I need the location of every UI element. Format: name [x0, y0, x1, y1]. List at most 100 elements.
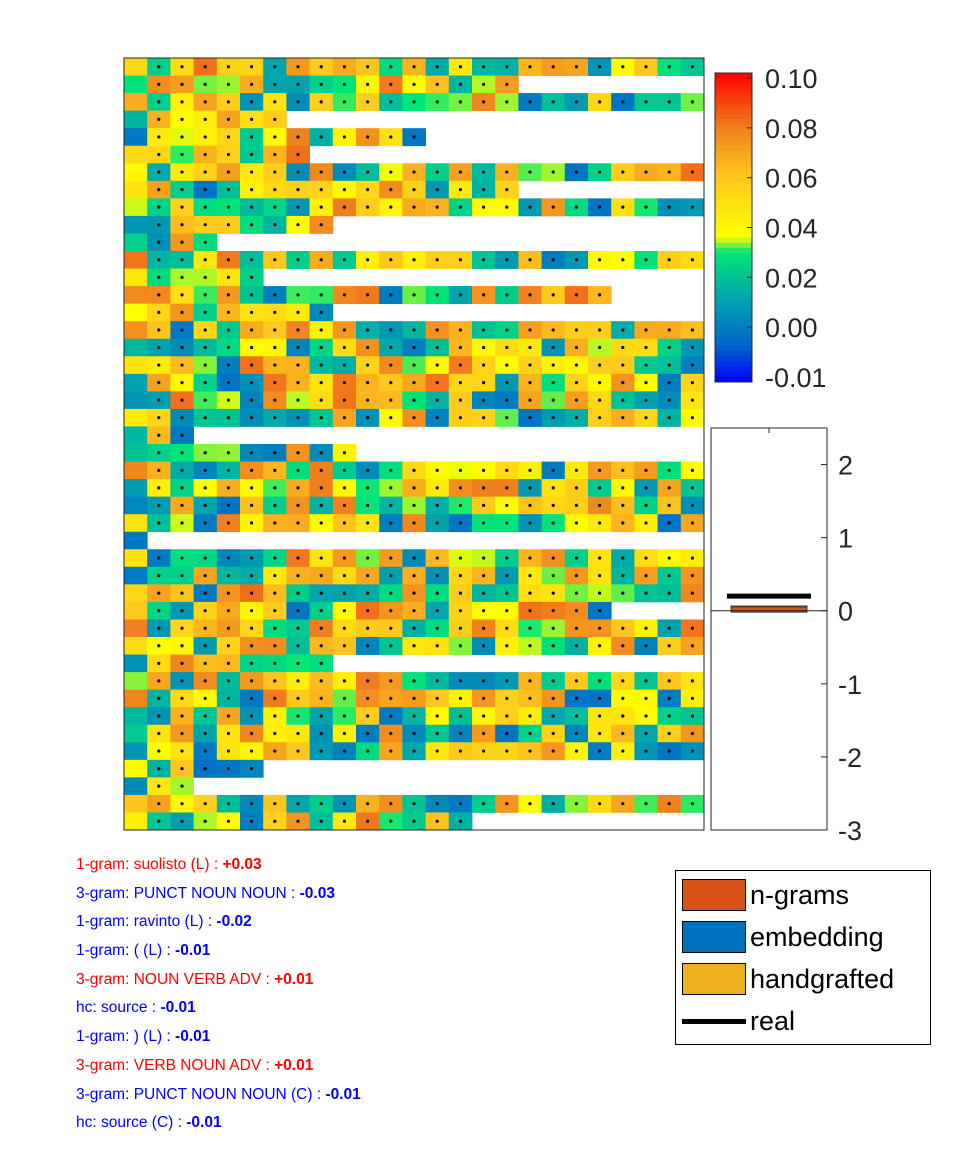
heatmap-cell-marker — [342, 591, 346, 595]
colorbar-segment — [715, 361, 752, 368]
heatmap-cell-marker — [528, 731, 532, 736]
heatmap-cell-marker — [157, 345, 161, 350]
heatmap-cell-marker — [342, 731, 346, 736]
colorbar-segment — [715, 284, 752, 290]
heatmap-cell-marker — [412, 644, 416, 648]
legend: n-grams embedding handgrafted real — [675, 870, 931, 1045]
heatmap-cell-marker — [226, 345, 230, 350]
heatmap-cell-marker — [157, 433, 161, 437]
heatmap-cell-marker — [598, 328, 602, 332]
heatmap-cell-marker — [180, 398, 184, 402]
colorbar-segment — [715, 371, 752, 378]
heatmap-cell-marker — [296, 696, 300, 701]
heatmap-cell-marker — [644, 714, 648, 718]
heatmap-cell — [124, 93, 148, 112]
heatmap-cell-marker — [505, 731, 509, 736]
legend-label: real — [750, 1005, 796, 1036]
legend-entry: handgrafted — [682, 961, 894, 997]
heatmap-cell-marker — [435, 521, 439, 525]
heatmap-cell-marker — [690, 591, 695, 595]
heatmap-cell-marker — [551, 802, 555, 806]
heatmap-cell-marker — [644, 100, 648, 104]
heatmap-cell-marker — [412, 328, 416, 332]
heatmap-cell-marker — [389, 170, 393, 174]
heatmap-cell-marker — [458, 468, 462, 472]
heatmap-cell-marker — [389, 82, 393, 86]
heatmap-cell-marker — [226, 749, 230, 753]
heatmap-cell-marker — [273, 451, 277, 455]
heatmap-cell-marker — [273, 135, 277, 139]
heatmap-cell-marker — [366, 749, 370, 753]
heatmap-cell-marker — [505, 714, 509, 718]
heatmap-cell-marker — [203, 521, 207, 525]
heatmap-cell-marker — [226, 363, 230, 367]
heatmap-cell-marker — [667, 258, 671, 262]
bar-y-tick-label: -3 — [838, 816, 862, 846]
heatmap-cell-marker — [528, 644, 532, 648]
heatmap-cell-marker — [250, 117, 254, 122]
heatmap-cell-marker — [203, 661, 207, 665]
heatmap-cell-marker — [226, 731, 230, 736]
heatmap-cell-marker — [203, 345, 207, 350]
heatmap-cell-marker — [180, 328, 184, 332]
heatmap-cell-marker — [226, 556, 230, 560]
colorbar-segment — [715, 263, 752, 270]
heatmap-cell-marker — [296, 573, 300, 578]
heatmap-cell-marker — [644, 591, 648, 595]
heatmap-cell-marker — [389, 100, 393, 104]
heatmap-cell-marker — [250, 503, 254, 508]
heatmap-cell-marker — [342, 626, 346, 630]
heatmap-cell-marker — [644, 205, 648, 209]
legend-label: handgrafted — [750, 963, 895, 994]
heatmap-cell-marker — [342, 363, 346, 367]
heatmap-cell-marker — [551, 573, 555, 578]
heatmap-cell-marker — [505, 170, 509, 174]
heatmap-cell-marker — [157, 82, 161, 86]
heatmap-cell-marker — [203, 556, 207, 560]
heatmap-cell-marker — [226, 398, 230, 402]
heatmap-cell-marker — [157, 661, 161, 665]
heatmap-cell-marker — [296, 258, 300, 262]
heatmap-cell-marker — [482, 328, 486, 332]
feature-item: 3-gram: NOUN VERB ADV : +0.01 — [76, 966, 361, 995]
heatmap-cell-marker — [250, 556, 254, 560]
heatmap-cell — [124, 198, 148, 217]
heatmap-cell-marker — [250, 82, 254, 86]
heatmap-cell-marker — [250, 573, 254, 578]
heatmap-cell-marker — [342, 82, 346, 86]
heatmap-cell-marker — [273, 819, 277, 823]
heatmap-cell-marker — [226, 170, 230, 174]
heatmap-cell — [124, 461, 148, 480]
heatmap-cell-marker — [412, 187, 416, 192]
heatmap-cell-marker — [690, 258, 695, 262]
heatmap-cell-marker — [551, 416, 555, 420]
heatmap-cell-marker — [366, 573, 370, 578]
heatmap-cell-marker — [551, 556, 555, 560]
heatmap-cell-marker — [667, 205, 671, 209]
heatmap-cell-marker — [598, 170, 602, 174]
heatmap-cell-marker — [157, 696, 161, 701]
heatmap-cell-marker — [667, 521, 671, 525]
heatmap-cell-marker — [319, 328, 323, 332]
heatmap-cell-marker — [203, 573, 207, 578]
feature-value: -0.01 — [186, 1114, 222, 1132]
heatmap-cell-marker — [435, 82, 439, 86]
heatmap-cell-marker — [482, 573, 486, 578]
colorbar-ticks: 0.10 0.08 0.06 0.04 0.02 0.00 -0.01 — [747, 64, 827, 393]
heatmap-cell-marker — [667, 626, 671, 630]
heatmap-cell-marker — [667, 573, 671, 578]
heatmap-cell-marker — [342, 187, 346, 192]
colorbar-segment — [715, 160, 752, 167]
heatmap-cell-marker — [482, 345, 486, 350]
heatmap-cell-marker — [342, 749, 346, 753]
heatmap-cell-marker — [598, 802, 602, 806]
bar-y-tick-label: 2 — [838, 451, 853, 481]
heatmap-cell-marker — [458, 731, 462, 736]
feature-value: -0.01 — [175, 1028, 211, 1046]
heatmap-cell-marker — [690, 468, 695, 472]
heatmap-cell-marker — [226, 626, 230, 630]
heatmap-cell-marker — [621, 696, 625, 701]
heatmap-cell-marker — [180, 223, 184, 227]
heatmap-cell-marker — [203, 240, 207, 244]
heatmap-cell-marker — [157, 451, 161, 455]
